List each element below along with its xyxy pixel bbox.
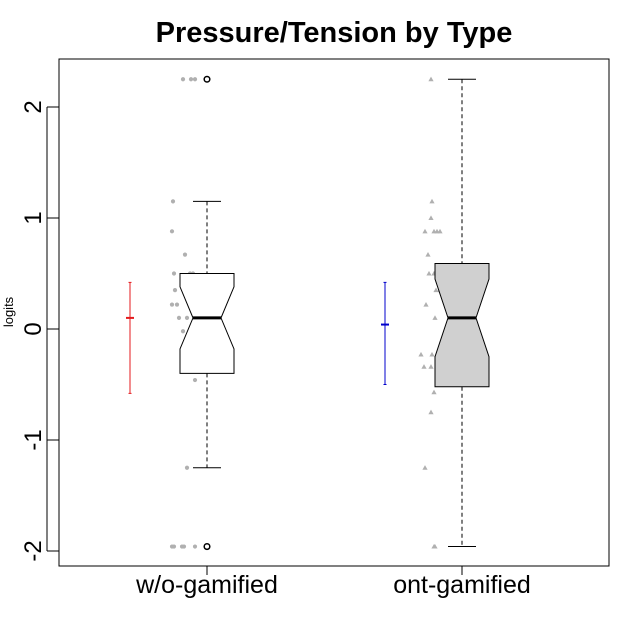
- jitter-point: [184, 315, 190, 320]
- box-body: [179, 273, 235, 374]
- x-axis: w/o-gamified ont-gamified: [135, 565, 531, 599]
- jitter-point: [428, 76, 434, 82]
- box-2: [434, 78, 490, 548]
- jitter-point: [426, 270, 432, 276]
- jitter-point: [170, 199, 176, 204]
- mean-ci-bar: [126, 281, 134, 394]
- jitter-point: [425, 252, 431, 257]
- jitter-point: [188, 77, 194, 82]
- jitter-point: [418, 351, 424, 357]
- jitter-point: [433, 287, 439, 293]
- jitter-point: [182, 252, 188, 257]
- plot-marks: [126, 75, 490, 551]
- jitter-point: [192, 544, 198, 549]
- y-tick-label: -1: [20, 429, 47, 450]
- jitter-point: [428, 215, 434, 220]
- jitter-point: [429, 351, 435, 357]
- jitter-point: [176, 315, 182, 320]
- x-tick-label: ont-gamified: [393, 571, 531, 599]
- jitter-point: [180, 329, 186, 334]
- x-tick-label: w/o-gamified: [135, 571, 278, 599]
- y-tick-label: 2: [20, 100, 47, 113]
- y-axis: -2 -1 0 1 2: [20, 100, 59, 562]
- box-1: [179, 75, 235, 551]
- jitter-point: [432, 543, 438, 549]
- jitter-point: [428, 364, 434, 369]
- jitter-point: [421, 364, 427, 369]
- jitter-point: [181, 544, 187, 549]
- y-axis-label: logits: [1, 296, 16, 327]
- jitter-series: [418, 76, 444, 549]
- outlier-point: [203, 75, 211, 83]
- jitter-point: [172, 288, 178, 293]
- jitter-point: [432, 315, 438, 320]
- box-body: [434, 263, 490, 388]
- jitter-point: [429, 198, 435, 204]
- jitter-point: [437, 228, 443, 234]
- jitter-point: [184, 465, 190, 470]
- jitter-point: [431, 389, 437, 395]
- y-tick-label: -2: [20, 540, 47, 561]
- jitter-point: [422, 228, 428, 234]
- jitter-point: [180, 77, 186, 82]
- y-tick-label: 0: [20, 322, 47, 335]
- jitter-point: [169, 229, 175, 234]
- y-tick-label: 1: [20, 211, 47, 224]
- jitter-point: [174, 302, 180, 307]
- jitter-point: [171, 544, 177, 549]
- jitter-point: [171, 271, 177, 276]
- jitter-point: [192, 377, 198, 383]
- outlier-point: [203, 543, 211, 551]
- jitter-point: [422, 465, 428, 470]
- jitter-point: [169, 302, 175, 307]
- jitter-point: [423, 301, 429, 307]
- mean-ci-bar: [381, 281, 389, 385]
- chart-title: Pressure/Tension by Type: [156, 17, 513, 49]
- plot-frame: [58, 58, 610, 567]
- jitter-point: [428, 409, 434, 415]
- jitter-point: [192, 77, 198, 82]
